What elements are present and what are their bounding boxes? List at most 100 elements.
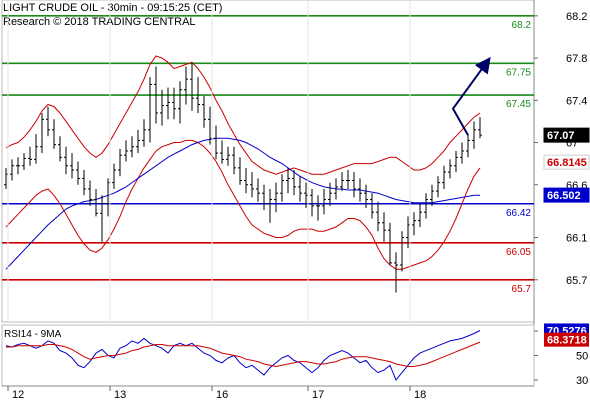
ohlc-bar bbox=[310, 188, 314, 217]
chart-subtitle: Research © 2018 TRADING CENTRAL bbox=[3, 16, 196, 28]
price-badge bbox=[543, 187, 590, 203]
level-label: 65.7 bbox=[512, 284, 532, 295]
ohlc-bar bbox=[364, 184, 368, 208]
price-plot-frame bbox=[1, 0, 535, 323]
ohlc-bar bbox=[190, 62, 194, 111]
ohlc-bar bbox=[280, 174, 284, 202]
ohlc-bar bbox=[256, 178, 260, 202]
ohlc-bar bbox=[376, 201, 380, 232]
ohlc-bar bbox=[112, 163, 116, 189]
projection-arrow bbox=[451, 56, 491, 136]
ohlc-bar bbox=[232, 146, 236, 175]
rsi-title: RSI14 - 9MA bbox=[4, 329, 62, 340]
rsi-line bbox=[6, 341, 481, 368]
x-tick-label: 17 bbox=[312, 389, 324, 400]
ohlc-bar bbox=[262, 184, 266, 211]
level-label: 66.05 bbox=[506, 247, 531, 258]
rsi-badge-label: 68.3718 bbox=[547, 335, 587, 347]
ohlc-bar bbox=[460, 142, 464, 164]
ohlc-bar bbox=[472, 121, 476, 149]
ohlc-bar bbox=[352, 172, 356, 198]
ohlc-bar bbox=[22, 153, 26, 170]
x-tick-label: 12 bbox=[12, 389, 24, 400]
ohlc-bar bbox=[340, 172, 344, 192]
ohlc-bar bbox=[316, 195, 320, 221]
ohlc-bar bbox=[130, 136, 134, 158]
x-tick-label: 13 bbox=[114, 389, 126, 400]
ohlc-bar bbox=[250, 172, 254, 198]
ohlc-bar bbox=[142, 119, 146, 147]
ohlc-bar bbox=[436, 176, 440, 198]
ohlc-bar bbox=[52, 119, 56, 149]
ohlc-bar bbox=[382, 212, 386, 242]
ohlc-bar bbox=[430, 184, 434, 206]
ohlc-bar bbox=[196, 77, 200, 113]
ohlc-bar bbox=[292, 169, 296, 196]
price-indicator-line bbox=[5, 55, 481, 175]
price-badge bbox=[543, 127, 590, 143]
ohlc-bar bbox=[442, 165, 446, 189]
ohlc-bar bbox=[184, 66, 188, 105]
ohlc-bar bbox=[220, 140, 224, 164]
level-label: 67.45 bbox=[506, 99, 531, 110]
ohlc-bar bbox=[286, 167, 290, 194]
x-tick-label: 18 bbox=[414, 389, 426, 400]
price-badge bbox=[543, 154, 590, 170]
x-axis: 12 13 16 17 18 bbox=[2, 0, 534, 400]
ohlc-bar bbox=[154, 66, 158, 124]
rsi-badge bbox=[544, 332, 589, 347]
ohlc-bar bbox=[106, 178, 110, 217]
ohlc-bar bbox=[58, 136, 62, 162]
ohlc-bar bbox=[16, 157, 20, 175]
x-tick-label: 16 bbox=[216, 389, 228, 400]
ohlc-bar bbox=[394, 252, 398, 293]
ohlc-bar bbox=[412, 212, 416, 236]
level-label: 66.42 bbox=[506, 208, 531, 219]
ohlc-bar bbox=[226, 146, 230, 166]
ohlc-bar bbox=[34, 134, 38, 164]
ohlc-bar bbox=[322, 188, 326, 215]
level-label: 67.75 bbox=[506, 67, 531, 78]
price-indicator-line bbox=[5, 139, 481, 270]
ohlc-bar bbox=[448, 159, 452, 179]
ohlc-bar bbox=[214, 125, 218, 160]
ohlc-bar bbox=[124, 140, 128, 162]
rsi-y-tick-label: 50 bbox=[576, 351, 588, 363]
ohlc-bar bbox=[400, 231, 404, 272]
ohlc-bar bbox=[466, 134, 470, 158]
ohlc-bar bbox=[70, 153, 74, 179]
ohlc-bar bbox=[388, 222, 392, 265]
ohlc-bar bbox=[64, 146, 68, 175]
chart-title: LIGHT CRUDE OIL - 30min - 09:15:25 (CET) bbox=[3, 2, 223, 14]
ohlc-bar bbox=[454, 150, 458, 173]
ohlc-bar bbox=[118, 148, 122, 177]
ohlc-bar bbox=[418, 203, 422, 227]
ohlc-bar bbox=[160, 89, 164, 126]
ohlc-bar bbox=[166, 87, 170, 120]
ohlc-bar bbox=[334, 178, 338, 200]
ohlc-bar bbox=[346, 169, 350, 189]
ohlc-bar bbox=[358, 178, 362, 202]
price-y-tick-label: 68.2 bbox=[566, 11, 587, 23]
ohlc-bar bbox=[424, 193, 428, 219]
price-badge-label: 66.502 bbox=[547, 190, 581, 202]
ohlc-bar bbox=[178, 81, 182, 124]
ohlc-bar bbox=[238, 157, 242, 185]
ohlc-bar bbox=[172, 87, 176, 120]
ohlc-bar bbox=[40, 112, 44, 154]
ohlc-bar bbox=[82, 169, 86, 196]
ohlc-bar bbox=[268, 188, 272, 223]
ohlc-bar bbox=[328, 182, 332, 206]
ohlc-bar bbox=[202, 96, 206, 128]
ohlc-bar bbox=[244, 167, 248, 194]
ohlc-bar bbox=[46, 106, 50, 137]
level-label: 68.2 bbox=[512, 20, 532, 31]
ohlc-bar bbox=[10, 159, 14, 181]
ohlc-bar bbox=[100, 195, 104, 242]
ohlc-bar bbox=[370, 193, 374, 219]
ohlc-bar bbox=[94, 188, 98, 217]
rsi-y-tick-label: 30 bbox=[576, 375, 588, 387]
price-indicator-line bbox=[5, 137, 480, 270]
